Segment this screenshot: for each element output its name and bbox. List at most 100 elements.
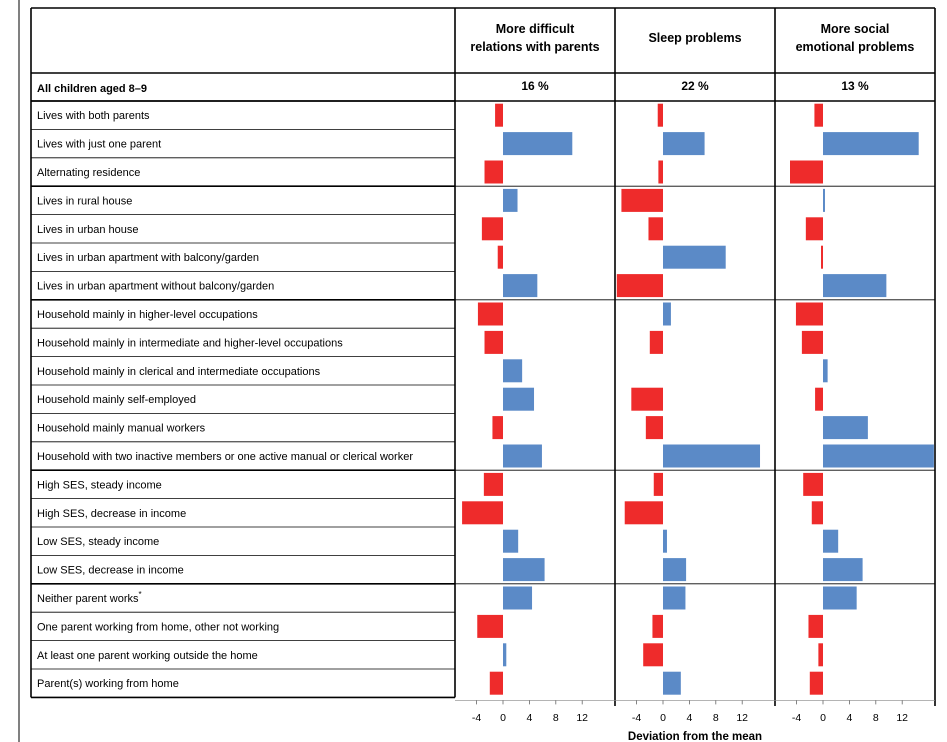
x-tick-label: 12 [576, 712, 588, 724]
bar-series1-row16 [503, 529, 519, 553]
bar-series2-row12 [645, 416, 663, 440]
x-tick-label: 12 [896, 712, 908, 724]
bar-series2-row3 [658, 160, 663, 184]
bar-series3-row4 [823, 188, 825, 212]
bar-series2-row2 [663, 132, 705, 156]
bar-series1-row18 [503, 586, 533, 610]
x-tick-label: 0 [820, 712, 826, 724]
bar-series1-row7 [503, 274, 538, 298]
x-tick-label: -4 [632, 712, 641, 724]
bar-series2-row13 [663, 444, 761, 468]
category-label: Low SES, decrease in income [37, 565, 184, 577]
category-label: Lives with both parents [37, 110, 150, 122]
x-tick-label: 4 [686, 712, 692, 724]
bar-series2-row16 [663, 529, 667, 553]
bar-series2-row5 [648, 217, 663, 241]
panel-title-line: Sleep problems [648, 31, 741, 45]
bar-series3-row12 [823, 416, 868, 440]
category-label: Alternating residence [37, 167, 140, 179]
bar-series3-row11 [815, 387, 823, 411]
overall-row-label: All children aged 8–9 [37, 83, 147, 95]
category-label: At least one parent working outside the … [37, 650, 258, 662]
x-tick-label: -4 [472, 712, 481, 724]
bar-series3-row7 [823, 274, 887, 298]
bar-series1-row15 [462, 501, 503, 525]
category-label: Household mainly in higher-level occupat… [37, 309, 258, 321]
category-label: Household mainly in intermediate and hig… [37, 337, 343, 349]
bar-series3-row13 [823, 444, 934, 468]
bar-series1-row11 [503, 387, 535, 411]
overall-percentage: 13 % [841, 79, 869, 93]
panel-title-line: More social [821, 22, 890, 36]
category-label: Lives in urban house [37, 224, 139, 236]
category-label: High SES, decrease in income [37, 508, 186, 520]
bar-series2-row17 [663, 558, 687, 582]
category-label: Lives in urban apartment without balcony… [37, 281, 274, 293]
category-label: Parent(s) working from home [37, 678, 179, 690]
bar-series3-row2 [823, 132, 919, 156]
bar-series1-row5 [481, 217, 503, 241]
bar-series1-row8 [477, 302, 503, 326]
bar-series3-row14 [803, 472, 823, 496]
category-label: One parent working from home, other not … [37, 621, 279, 633]
bar-series1-row19 [477, 614, 503, 638]
bar-series3-row18 [823, 586, 857, 610]
bar-series2-row11 [631, 387, 663, 411]
x-tick-label: 4 [526, 712, 532, 724]
bar-series1-row12 [492, 416, 503, 440]
bar-series3-row10 [823, 359, 828, 383]
bar-series3-row3 [790, 160, 823, 184]
x-tick-label: 8 [873, 712, 879, 724]
x-tick-label: -4 [792, 712, 801, 724]
bar-series2-row19 [652, 614, 663, 638]
bar-series3-row17 [823, 558, 863, 582]
panel-title-line: More difficult [496, 22, 575, 36]
bar-series3-row6 [821, 245, 823, 269]
bar-series1-row21 [489, 671, 503, 695]
category-label: Neither parent works* [37, 590, 142, 605]
category-label: Low SES, steady income [37, 536, 159, 548]
category-label: Lives in urban apartment with balcony/ga… [37, 252, 259, 264]
bar-series3-row5 [805, 217, 823, 241]
x-tick-label: 0 [660, 712, 666, 724]
category-label: Household mainly in clerical and interme… [37, 366, 321, 378]
bar-series3-row21 [809, 671, 823, 695]
bar-series1-row4 [503, 188, 518, 212]
overall-percentage: 22 % [681, 79, 709, 93]
x-tick-label: 0 [500, 712, 506, 724]
bar-series1-row1 [495, 103, 503, 127]
bar-series3-row15 [811, 501, 823, 525]
category-footnote-marker: * [139, 590, 142, 599]
bar-series2-row1 [657, 103, 663, 127]
category-label: Household mainly self-employed [37, 394, 196, 406]
category-label: Household with two inactive members or o… [37, 451, 413, 463]
x-tick-label: 4 [846, 712, 852, 724]
bar-series1-row2 [503, 132, 573, 156]
bar-series3-row19 [808, 614, 823, 638]
bar-series2-row21 [663, 671, 681, 695]
bar-series3-row9 [801, 330, 823, 354]
bar-series2-row9 [649, 330, 663, 354]
category-label: Lives in rural house [37, 195, 132, 207]
bar-series2-row8 [663, 302, 671, 326]
bar-series1-row14 [483, 472, 503, 496]
bar-series2-row6 [663, 245, 726, 269]
bar-series2-row7 [616, 274, 663, 298]
overall-percentage: 16 % [521, 79, 549, 93]
bar-series1-row13 [503, 444, 542, 468]
bar-series2-row14 [653, 472, 663, 496]
bar-series3-row8 [795, 302, 823, 326]
bar-series2-row4 [621, 188, 663, 212]
panel-title-line: emotional problems [796, 40, 915, 54]
bar-series1-row10 [503, 359, 523, 383]
bar-series1-row6 [497, 245, 503, 269]
bar-series1-row20 [503, 643, 507, 667]
category-label: Lives with just one parent [37, 139, 161, 151]
bar-series3-row20 [818, 643, 823, 667]
bar-series3-row16 [823, 529, 839, 553]
panel-title-line: relations with parents [470, 40, 599, 54]
bar-series2-row20 [643, 643, 663, 667]
bar-series2-row15 [624, 501, 663, 525]
x-tick-label: 12 [736, 712, 748, 724]
